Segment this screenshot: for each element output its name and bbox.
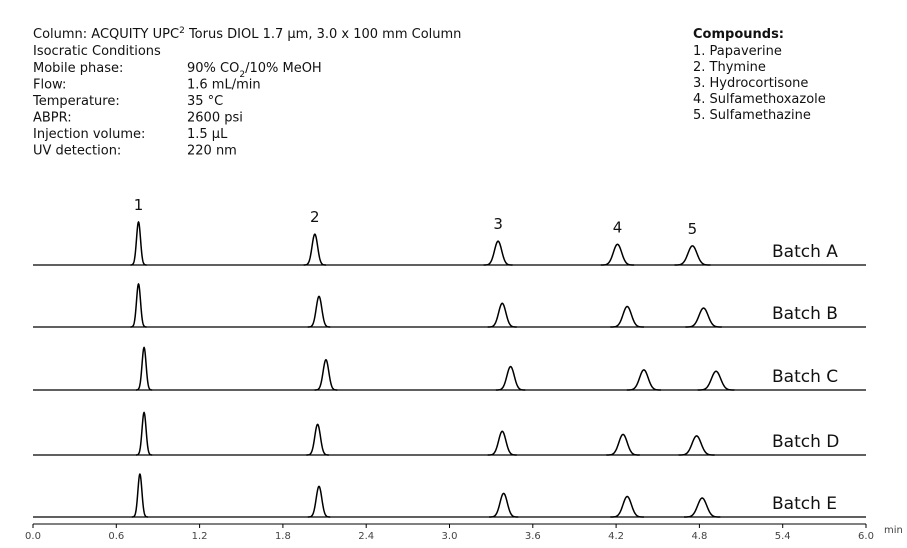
column-text: Column: ACQUITY UPC2 Torus DIOL 1.7 µm, … <box>33 26 461 42</box>
batch-label: Batch C <box>772 367 838 387</box>
compound: 3. Hydrocortisone <box>693 76 808 91</box>
condition-label: Mobile phase: <box>33 61 123 76</box>
peak <box>135 346 153 391</box>
peak <box>483 240 513 266</box>
condition-value-part: 2600 psi <box>187 111 243 126</box>
x-tick-label: 4.2 <box>608 531 624 542</box>
condition-value: 1.5 µL <box>187 127 228 142</box>
peak <box>685 307 722 328</box>
x-tick-label: 4.8 <box>691 531 707 542</box>
peak <box>606 433 640 456</box>
batch-label: Batch B <box>772 304 838 324</box>
peak <box>487 302 517 328</box>
peak <box>678 435 715 456</box>
peak-label: 3 <box>493 215 503 233</box>
peak-label: 5 <box>688 220 698 238</box>
condition-value: 90% CO2/10% MeOH <box>187 61 322 80</box>
compound: 2. Thymine <box>693 60 766 75</box>
condition-value: 1.6 mL/min <box>187 78 261 93</box>
condition-label: UV detection: <box>33 144 121 159</box>
x-tick-label: 1.8 <box>275 531 291 542</box>
condition-value: 2600 psi <box>187 111 243 126</box>
peak-label: 2 <box>310 208 320 226</box>
condition-label: Injection volume: <box>33 127 145 142</box>
x-tick-label: 2.4 <box>358 531 374 542</box>
column-text-part: Torus DIOL 1.7 µm, 3.0 x 100 mm Column <box>185 27 462 42</box>
condition-value-part: 2 <box>239 70 245 80</box>
x-tick-label: 5.4 <box>775 531 791 542</box>
x-tick-label: 3.6 <box>525 531 541 542</box>
peak <box>131 473 148 518</box>
peak <box>135 411 153 456</box>
peak <box>489 492 519 518</box>
peak <box>610 495 645 518</box>
condition-value-part: /10% MeOH <box>245 61 322 76</box>
peak-label: 1 <box>134 196 144 214</box>
peak <box>307 295 331 328</box>
column-text-part: 2 <box>179 26 185 36</box>
peak <box>495 365 526 391</box>
peak <box>307 485 331 518</box>
peak <box>674 245 711 266</box>
x-tick-label: 0.0 <box>25 531 41 542</box>
column-text-part: Column: ACQUITY UPC <box>33 27 179 42</box>
condition-label: ABPR: <box>33 111 72 126</box>
conditions-title: Isocratic Conditions <box>33 44 161 59</box>
x-tick-label: 3.0 <box>442 531 458 542</box>
compounds-title: Compounds: <box>693 27 784 42</box>
condition-label: Flow: <box>33 78 66 93</box>
condition-value-part: 90% CO <box>187 61 239 76</box>
peak <box>610 305 645 328</box>
batch-label: Batch D <box>772 432 839 452</box>
peak <box>130 282 147 328</box>
peak <box>697 370 735 391</box>
x-axis-label: min <box>884 525 903 536</box>
peak <box>314 358 338 391</box>
condition-value-part: 35 °C <box>187 94 223 109</box>
x-tick-label: 6.0 <box>858 531 874 542</box>
peak <box>684 497 721 518</box>
peak <box>487 430 517 456</box>
condition-value: 220 nm <box>187 144 237 159</box>
compound: 4. Sulfamethoxazole <box>693 92 826 107</box>
condition-value-part: 1.5 µL <box>187 127 228 142</box>
compound: 5. Sulfamethazine <box>693 108 811 123</box>
condition-label: Temperature: <box>32 94 120 109</box>
compound: 1. Papaverine <box>693 44 782 59</box>
peak <box>306 423 329 456</box>
peak <box>600 243 635 266</box>
peak-label: 4 <box>613 218 623 236</box>
peak <box>303 233 327 266</box>
batch-label: Batch A <box>772 242 838 262</box>
peak <box>130 220 147 266</box>
x-tick-label: 0.6 <box>108 531 124 542</box>
peak <box>626 369 661 391</box>
condition-value: 35 °C <box>187 94 223 109</box>
x-tick-label: 1.2 <box>192 531 208 542</box>
batch-label: Batch E <box>772 494 837 514</box>
condition-value-part: 220 nm <box>187 144 237 159</box>
condition-value-part: 1.6 mL/min <box>187 78 261 93</box>
